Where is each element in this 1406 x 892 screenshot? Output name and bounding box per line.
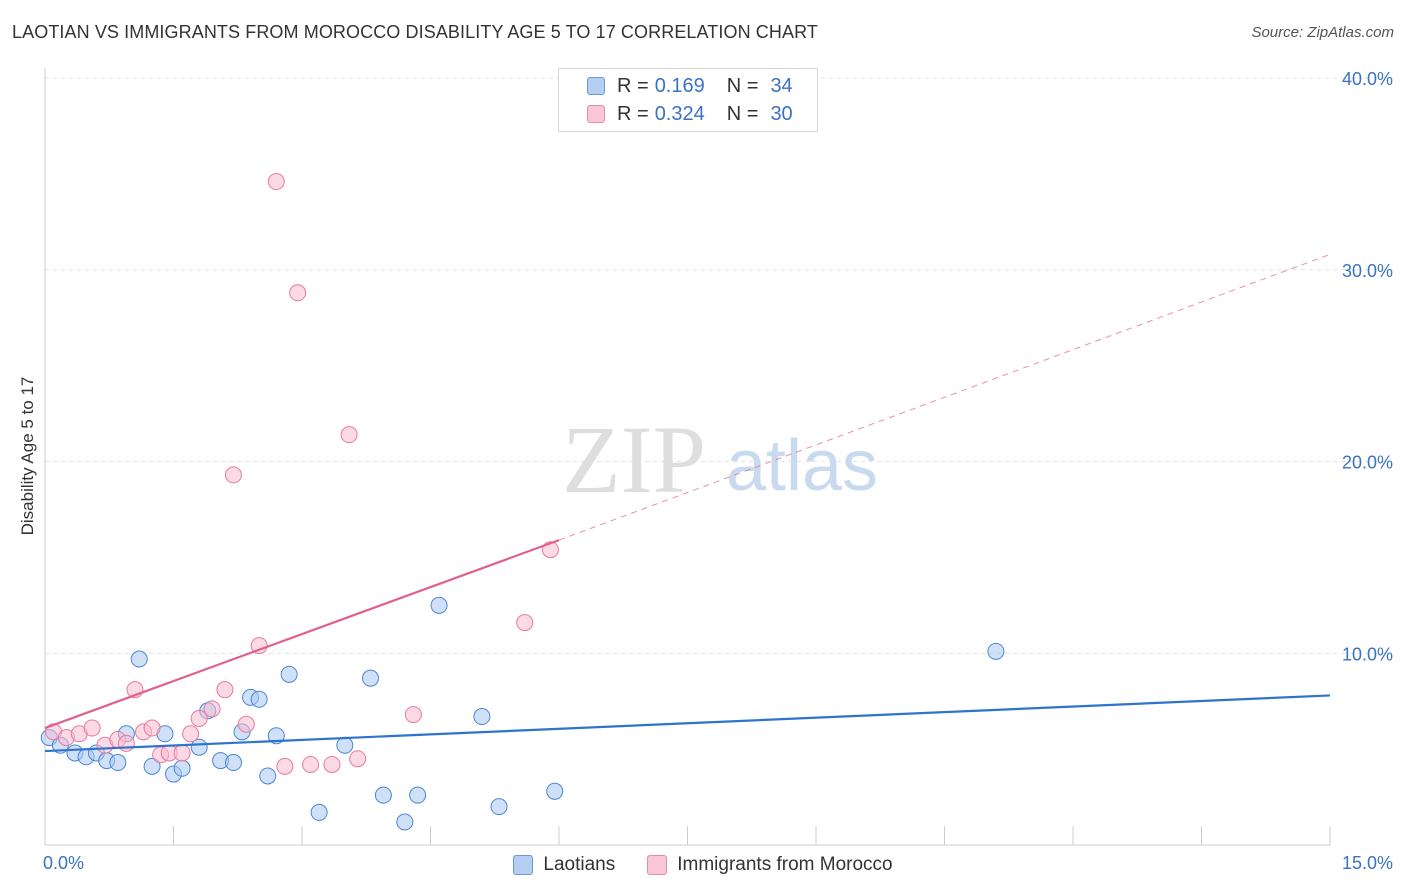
x-tick-label: 15.0%: [1342, 853, 1393, 873]
morocco-point: [349, 750, 367, 768]
morocco-point: [190, 709, 208, 727]
laotians-point: [396, 813, 414, 831]
series-legend: Laotians Immigrants from Morocco: [0, 852, 1406, 878]
morocco-trend-extension: [558, 253, 1331, 541]
morocco-trend-line: [44, 539, 560, 730]
legend-label-laotians: Laotians: [543, 854, 616, 875]
morocco-swatch: [587, 105, 605, 123]
morocco-point: [276, 757, 294, 775]
laotians-point: [267, 727, 285, 745]
laotians-point: [109, 754, 127, 772]
r-label: R =: [617, 102, 649, 125]
chart-source: Source: ZipAtlas.com: [1251, 24, 1394, 41]
n-value: 34: [770, 74, 793, 97]
morocco-point: [83, 719, 101, 737]
stats-legend-row-laotians: R = 0.169 N = 34: [587, 74, 793, 98]
morocco-point: [289, 284, 307, 302]
morocco-point: [203, 700, 221, 718]
laotians-point: [310, 803, 328, 821]
y-tick-label: 20.0%: [1342, 453, 1393, 473]
laotians-point: [546, 782, 564, 800]
y-tick-label: 10.0%: [1342, 644, 1393, 664]
laotians-point: [362, 669, 380, 687]
y-tick-label: 40.0%: [1342, 69, 1393, 89]
stats-legend-row-morocco: R = 0.324 N = 30: [587, 102, 793, 126]
y-tick-label: 30.0%: [1342, 261, 1393, 281]
morocco-point: [216, 681, 234, 699]
laotians-swatch: [587, 77, 605, 95]
laotians-point: [473, 708, 491, 726]
morocco-point: [182, 725, 200, 743]
morocco-point: [143, 719, 161, 737]
laotians-legend-swatch: [513, 855, 534, 875]
x-tick-label: 0.0%: [43, 853, 84, 873]
laotians-point: [409, 786, 427, 804]
morocco-point: [516, 614, 534, 632]
morocco-point: [117, 734, 135, 752]
laotians-point: [250, 690, 268, 708]
laotians-point: [259, 767, 277, 785]
laotians-point: [987, 642, 1005, 660]
r-value: 0.169: [654, 74, 705, 97]
laotians-point: [490, 798, 508, 816]
r-label: R =: [617, 74, 649, 97]
laotians-trend-line: [44, 694, 1331, 753]
laotians-point: [374, 786, 392, 804]
n-value: 30: [770, 102, 793, 125]
watermark-atlas: atlas: [726, 426, 878, 506]
morocco-point: [173, 744, 191, 762]
morocco-point: [250, 637, 268, 655]
morocco-point: [302, 755, 320, 773]
morocco-point: [404, 706, 422, 724]
legend-label-morocco: Immigrants from Morocco: [677, 854, 893, 875]
morocco-point: [340, 426, 358, 444]
morocco-point: [224, 466, 242, 484]
legend-item-morocco[interactable]: Immigrants from Morocco: [647, 854, 893, 876]
r-value: 0.324: [654, 102, 705, 125]
n-label: N =: [726, 102, 759, 125]
legend-item-laotians[interactable]: Laotians: [513, 854, 615, 876]
morocco-point: [323, 755, 341, 773]
laotians-point: [224, 754, 242, 772]
morocco-legend-swatch: [647, 855, 668, 875]
laotians-point: [173, 759, 191, 777]
stats-legend: R = 0.169 N = 34 R = 0.324 N = 30: [558, 68, 818, 132]
morocco-point: [237, 715, 255, 733]
watermark-zip: ZIP: [562, 406, 706, 513]
chart-title: LAOTIAN VS IMMIGRANTS FROM MOROCCO DISAB…: [12, 22, 818, 42]
morocco-point: [267, 173, 285, 191]
n-label: N =: [726, 74, 759, 97]
laotians-point: [430, 596, 448, 614]
laotians-point: [130, 650, 148, 668]
laotians-point: [280, 665, 298, 683]
laotians-point: [336, 736, 354, 754]
laotians-point: [143, 757, 161, 775]
